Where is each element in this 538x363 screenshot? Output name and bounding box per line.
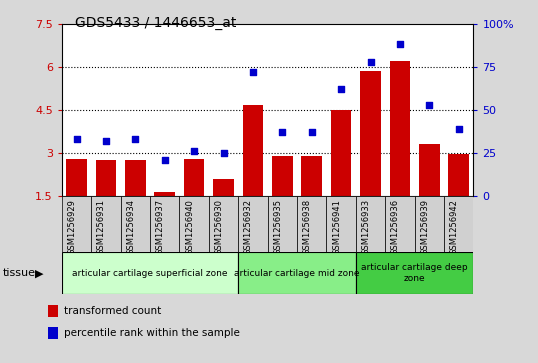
Text: GSM1256932: GSM1256932 — [244, 199, 253, 255]
Bar — [272, 156, 293, 196]
Bar — [62, 252, 238, 294]
Point — [160, 157, 169, 163]
Point — [102, 138, 110, 144]
Bar — [125, 160, 146, 196]
Point — [131, 136, 140, 142]
Text: GSM1256935: GSM1256935 — [273, 199, 282, 255]
Bar — [180, 196, 209, 252]
Text: GSM1256938: GSM1256938 — [303, 199, 312, 255]
Bar — [66, 159, 87, 196]
Bar — [154, 192, 175, 196]
Bar — [213, 179, 234, 196]
Bar — [331, 110, 351, 196]
Bar — [184, 159, 204, 196]
Point — [72, 136, 81, 142]
Point — [337, 86, 345, 92]
Text: ▶: ▶ — [35, 268, 44, 278]
Bar — [449, 154, 469, 196]
Text: GSM1256931: GSM1256931 — [97, 199, 106, 255]
Text: GSM1256937: GSM1256937 — [156, 199, 165, 255]
Text: GSM1256942: GSM1256942 — [450, 199, 459, 255]
Point — [307, 129, 316, 135]
Bar — [444, 196, 473, 252]
Bar — [267, 196, 297, 252]
Point — [366, 58, 375, 65]
Point — [249, 69, 257, 75]
Text: articular cartilage superficial zone: articular cartilage superficial zone — [72, 269, 228, 278]
Bar — [209, 196, 238, 252]
Bar — [96, 160, 116, 196]
Point — [190, 148, 199, 154]
Point — [278, 129, 287, 135]
Bar — [238, 196, 268, 252]
Text: GSM1256934: GSM1256934 — [126, 199, 136, 255]
Text: tissue: tissue — [3, 268, 36, 278]
Bar — [121, 196, 150, 252]
Text: GSM1256941: GSM1256941 — [332, 199, 341, 255]
Point — [455, 126, 463, 132]
Bar — [419, 144, 440, 196]
Bar — [390, 61, 410, 196]
Text: articular cartilage mid zone: articular cartilage mid zone — [235, 269, 360, 278]
Bar — [327, 196, 356, 252]
Text: percentile rank within the sample: percentile rank within the sample — [65, 328, 240, 338]
Text: GSM1256939: GSM1256939 — [420, 199, 429, 255]
Text: GSM1256933: GSM1256933 — [362, 199, 371, 255]
Bar — [48, 327, 59, 339]
Point — [425, 102, 434, 107]
Bar — [48, 305, 59, 317]
Bar — [301, 156, 322, 196]
Bar — [150, 196, 180, 252]
Bar — [415, 196, 444, 252]
Text: GSM1256930: GSM1256930 — [215, 199, 224, 255]
Bar — [62, 196, 91, 252]
Text: GSM1256936: GSM1256936 — [391, 199, 400, 255]
Point — [395, 41, 404, 47]
Text: GDS5433 / 1446653_at: GDS5433 / 1446653_at — [75, 16, 237, 30]
Bar — [91, 196, 121, 252]
Bar — [297, 196, 327, 252]
Bar — [385, 196, 415, 252]
Bar — [360, 71, 381, 196]
Text: articular cartilage deep
zone: articular cartilage deep zone — [362, 264, 468, 283]
Bar — [243, 106, 263, 196]
Text: transformed count: transformed count — [65, 306, 162, 316]
Bar — [238, 252, 356, 294]
Bar — [356, 252, 473, 294]
Text: GSM1256929: GSM1256929 — [68, 199, 76, 255]
Text: GSM1256940: GSM1256940 — [185, 199, 194, 255]
Point — [220, 150, 228, 156]
Bar — [356, 196, 385, 252]
